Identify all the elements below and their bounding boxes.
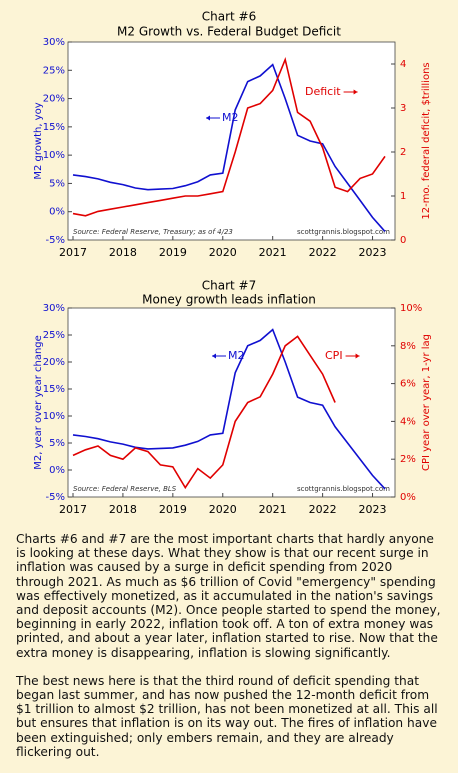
site-note: scottgrannis.blogspot.com	[297, 485, 390, 493]
series-line	[72, 335, 336, 490]
x-tick-label: 2022	[309, 503, 337, 516]
series-label: Deficit	[305, 85, 341, 98]
x-tick-label: 2018	[109, 246, 137, 259]
y2-tick-label: 3	[400, 103, 406, 114]
y-axis-title: M2 growth, yoy	[33, 102, 44, 179]
y2-tick-label: 0	[400, 235, 406, 246]
x-tick-label: 2017	[59, 503, 87, 516]
plot-area	[67, 41, 396, 241]
series-label: CPI	[325, 349, 343, 362]
arrow-head	[355, 353, 360, 359]
series-line	[72, 328, 386, 490]
x-tick-label: 2019	[159, 246, 187, 259]
x-tick-label: 2020	[209, 246, 237, 259]
chart-subtitle: Money growth leads inflation	[142, 293, 316, 307]
y2-tick-label: 10%	[400, 303, 422, 314]
y-tick-label: 25%	[43, 330, 65, 341]
y-tick-label: -5%	[46, 492, 65, 503]
x-tick-label: 2022	[309, 246, 337, 259]
x-tick-label: 2023	[359, 503, 387, 516]
y-tick-label: 5%	[49, 438, 65, 449]
y2-tick-label: 0%	[400, 492, 416, 503]
series-label: M2	[228, 349, 245, 362]
charts: Chart #6M2 Growth vs. Federal Budget Def…	[33, 10, 432, 517]
y-tick-label: 0%	[49, 465, 65, 476]
y2-tick-label: 8%	[400, 341, 416, 352]
arrow-head	[206, 115, 210, 121]
y-axis-title: M2, year over year change	[33, 335, 44, 470]
x-tick-label: 2018	[109, 503, 137, 516]
paragraph: The best news here is that the third rou…	[16, 673, 438, 759]
source-note: Source: Federal Reserve, BLS	[73, 485, 177, 493]
y-tick-label: 10%	[43, 411, 65, 422]
y-tick-label: 0%	[49, 207, 65, 218]
chart-subtitle: M2 Growth vs. Federal Budget Deficit	[117, 25, 341, 39]
y-tick-label: 15%	[43, 122, 65, 133]
y-tick-label: -5%	[46, 235, 65, 246]
arrow-head	[353, 89, 358, 95]
y-tick-label: 20%	[43, 94, 65, 105]
series-line	[72, 63, 386, 233]
y2-tick-label: 4	[400, 59, 406, 70]
y-tick-label: 5%	[49, 178, 65, 189]
site-note: scottgrannis.blogspot.com	[297, 228, 390, 236]
chart-title: Chart #7	[202, 279, 256, 293]
chart-title: Chart #6	[202, 10, 256, 24]
y2-tick-label: 6%	[400, 379, 416, 390]
x-tick-label: 2023	[359, 246, 387, 259]
y2-tick-label: 4%	[400, 416, 416, 427]
y-tick-label: 20%	[43, 357, 65, 368]
y-tick-label: 10%	[43, 150, 65, 161]
x-tick-label: 2020	[209, 503, 237, 516]
x-tick-label: 2019	[159, 503, 187, 516]
y-tick-label: 25%	[43, 65, 65, 76]
y2-axis-title: 12-mo. federal deficit, $trillions	[421, 62, 432, 219]
y2-tick-label: 2%	[400, 454, 416, 465]
x-tick-label: 2017	[59, 246, 87, 259]
plot-area	[67, 307, 396, 498]
article-text: Charts #6 and #7 are the most important …	[16, 532, 444, 773]
y2-axis-title: CPI year over year, 1-yr lag	[421, 334, 432, 471]
series-line	[72, 56, 386, 217]
x-tick-label: 2021	[259, 246, 287, 259]
y-tick-label: 15%	[43, 384, 65, 395]
series-label: M2	[222, 111, 239, 124]
arrow-head	[212, 353, 216, 359]
y-tick-label: 30%	[43, 37, 65, 48]
y2-tick-label: 2	[400, 147, 406, 158]
x-tick-label: 2021	[259, 503, 287, 516]
y2-tick-label: 1	[400, 191, 406, 202]
y-tick-label: 30%	[43, 303, 65, 314]
paragraph: Charts #6 and #7 are the most important …	[16, 532, 441, 660]
source-note: Source: Federal Reserve, Treasury; as of…	[73, 228, 233, 236]
